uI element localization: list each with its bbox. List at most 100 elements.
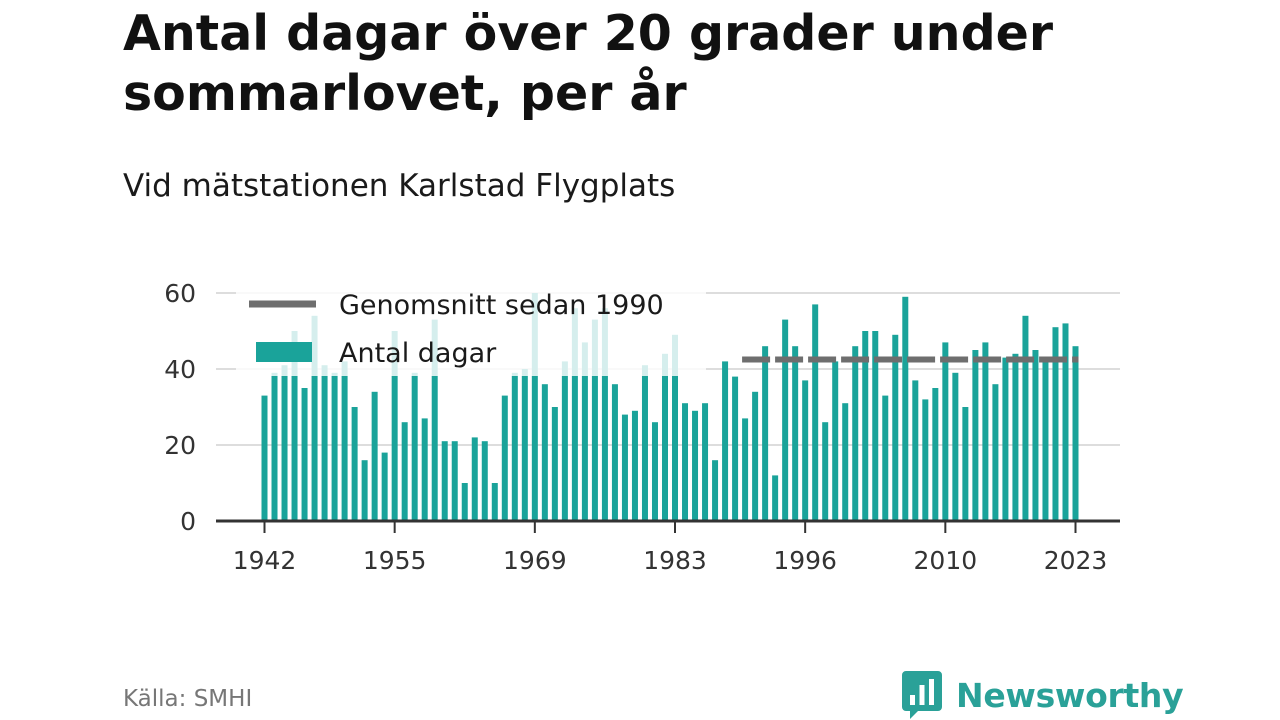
x-tick-label: 1969 (503, 546, 567, 575)
brand-name: Newsworthy (956, 675, 1184, 715)
bar (922, 399, 929, 521)
bar (1022, 315, 1029, 521)
bar (1052, 327, 1059, 521)
legend-background (236, 280, 706, 376)
bar (541, 384, 548, 521)
bar (391, 331, 398, 521)
bar (321, 365, 328, 521)
bar (381, 452, 388, 521)
x-tick-label: 1983 (643, 546, 707, 575)
bar (591, 319, 598, 521)
x-tick-label: 2010 (914, 546, 978, 575)
y-tick-label: 40 (164, 355, 196, 384)
bar (972, 350, 979, 521)
bar (682, 403, 689, 521)
bar (651, 422, 658, 521)
bar (882, 395, 889, 521)
x-tick-label: 1942 (233, 546, 297, 575)
bar (822, 422, 829, 521)
bar (341, 361, 348, 521)
bar (641, 365, 648, 521)
bar (892, 334, 899, 521)
bar (301, 388, 308, 521)
bar (531, 293, 538, 521)
bar (712, 460, 719, 521)
bar (832, 361, 839, 521)
bar (772, 475, 779, 521)
bar (862, 331, 869, 521)
bar (1042, 361, 1049, 521)
bar (782, 319, 789, 521)
y-tick-label: 0 (180, 507, 196, 536)
bar (551, 407, 558, 521)
bar (271, 372, 278, 521)
bar (451, 441, 458, 521)
bar (852, 346, 859, 521)
bar (571, 308, 578, 521)
bar (601, 308, 608, 521)
bar (331, 372, 338, 521)
x-tick-label: 1996 (773, 546, 837, 575)
newsworthy-logo-icon (902, 671, 942, 719)
bar (792, 346, 799, 521)
bar (291, 331, 298, 521)
bar (992, 384, 999, 521)
y-tick-label: 60 (164, 279, 196, 308)
bar (762, 346, 769, 521)
bar (722, 361, 729, 521)
bar (561, 361, 568, 521)
bar (261, 395, 268, 521)
bar (752, 391, 759, 521)
bar (431, 319, 438, 521)
bar (421, 418, 428, 521)
bar (361, 460, 368, 521)
bars (261, 293, 1079, 521)
bar (952, 372, 959, 521)
bar (802, 380, 809, 521)
bar (1062, 323, 1069, 521)
bar (742, 418, 749, 521)
bar (631, 410, 638, 521)
bar (471, 437, 478, 521)
chart-subtitle: Vid mätstationen Karlstad Flygplats (123, 168, 676, 204)
bar (672, 334, 679, 521)
bar (581, 342, 588, 521)
bar (611, 384, 618, 521)
bar (481, 441, 488, 521)
bar (692, 410, 699, 521)
axes: 0 20 40 60 1942 1955 1969 1983 1996 2010 2023 (164, 279, 1120, 575)
bar (281, 365, 288, 521)
bar (401, 422, 408, 521)
bar (441, 441, 448, 521)
bar (812, 304, 819, 521)
bar (1012, 353, 1019, 521)
chart-title: Antal dagar över 20 grader under sommarl… (123, 5, 1054, 122)
bar (1072, 346, 1079, 521)
bar-chart: 0 20 40 60 1942 1955 1969 1983 1996 2010 2023 Geno… (164, 279, 1120, 575)
bar (501, 395, 508, 521)
bar (371, 391, 378, 521)
bar (521, 369, 528, 521)
bar (912, 380, 919, 521)
bar (511, 372, 518, 521)
y-tick-label: 20 (164, 431, 196, 460)
bar (491, 483, 498, 521)
bar (1002, 357, 1009, 521)
legend: Genomsnitt sedan 1990 Antal dagar (236, 280, 706, 376)
bar (702, 403, 709, 521)
x-tick-label: 2023 (1044, 546, 1108, 575)
bar (411, 372, 418, 521)
bar (942, 342, 949, 521)
bar (351, 407, 358, 521)
bar (311, 315, 318, 521)
bar (982, 342, 989, 521)
bar (461, 483, 468, 521)
bar (902, 296, 909, 521)
bar (1032, 350, 1039, 521)
bar (621, 414, 628, 521)
bar (842, 403, 849, 521)
bar (732, 376, 739, 521)
legend-swatch-bars (256, 342, 312, 362)
bar (872, 331, 879, 521)
bar (962, 407, 969, 521)
